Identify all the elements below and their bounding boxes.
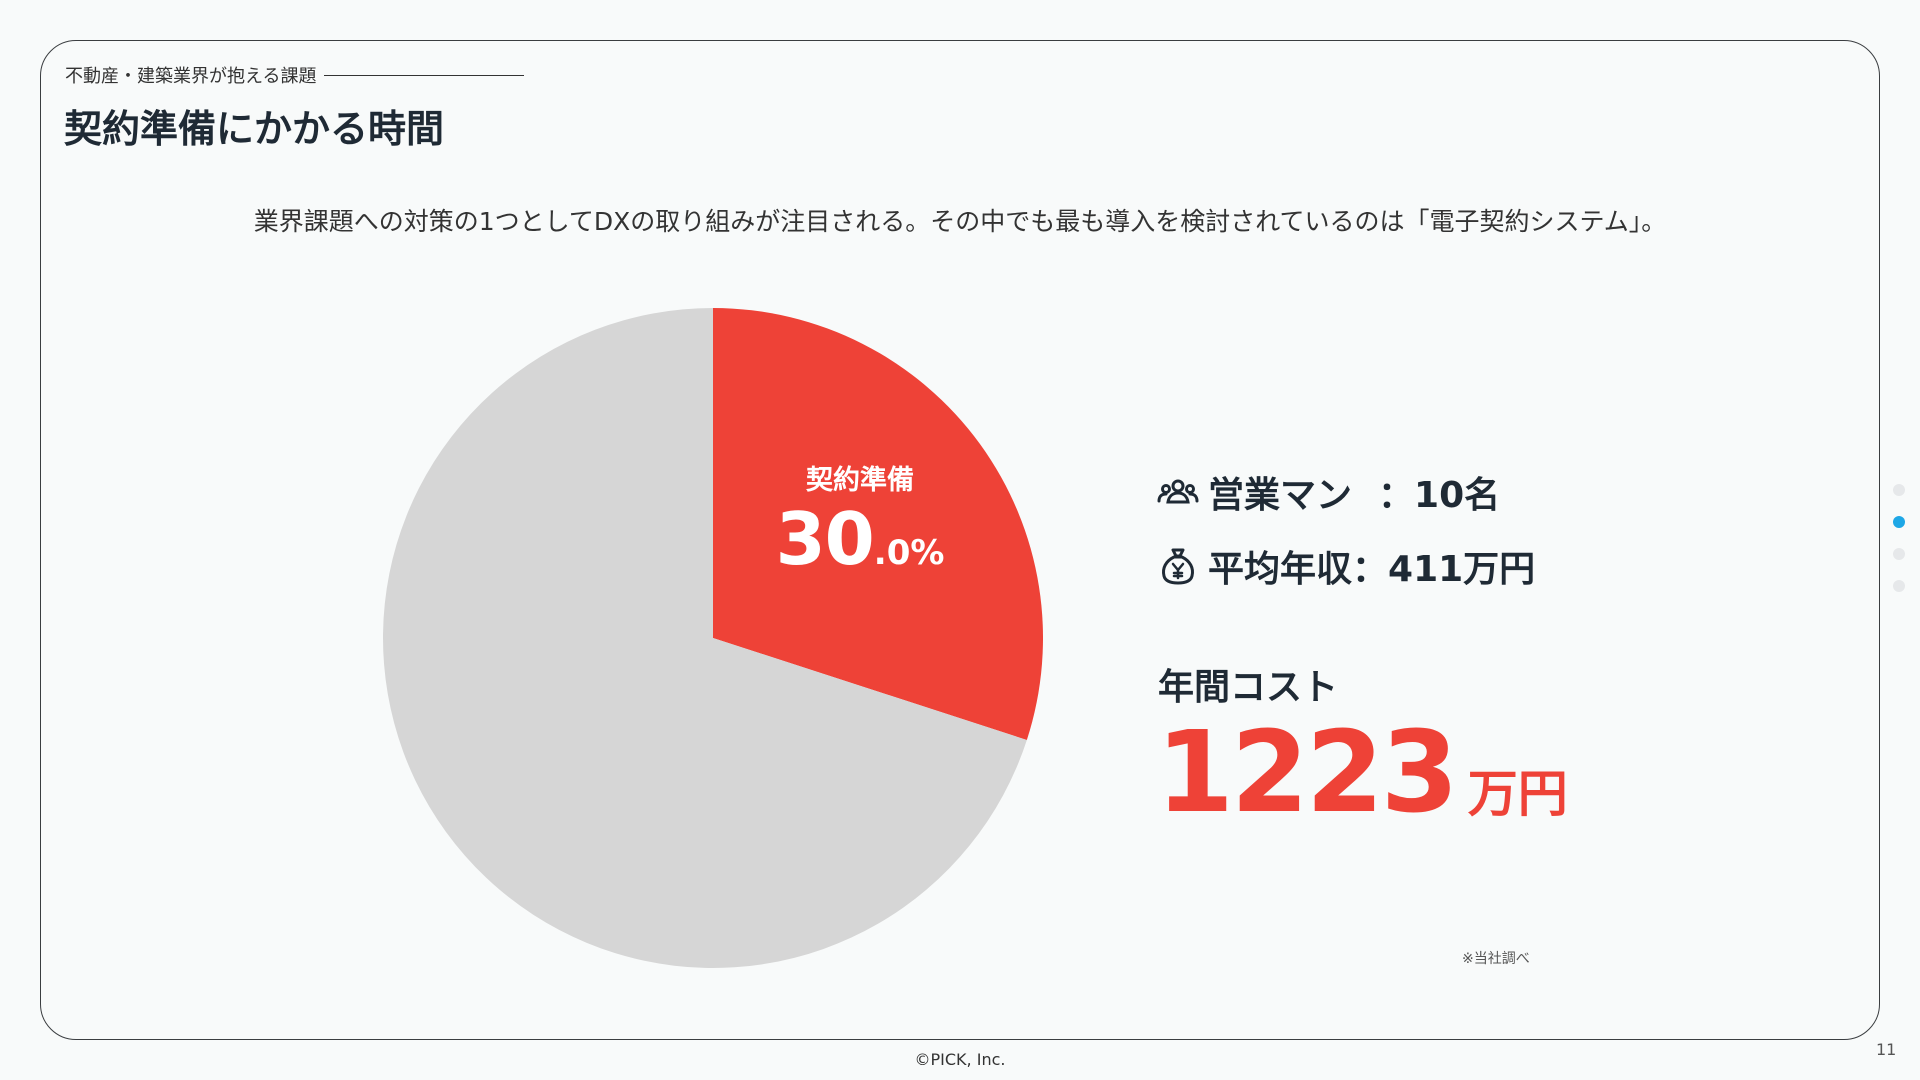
pie-label-category: 契約準備 — [806, 465, 914, 496]
stat-income-value: ：411万円 — [1352, 549, 1536, 590]
copyright: ©PICK, Inc. — [914, 1050, 1006, 1069]
slide-nav-dot-2[interactable] — [1893, 516, 1905, 528]
page-number: 11 — [1876, 1040, 1897, 1059]
stats-block: 営業マン ：10名 平均年収 ：411万円 — [1156, 462, 1535, 610]
section-divider — [324, 74, 525, 76]
slide-nav-dot-1[interactable] — [1893, 484, 1905, 496]
slide-nav-dot-3[interactable] — [1893, 548, 1905, 560]
slide-nav-dot-4[interactable] — [1893, 580, 1905, 592]
annual-cost-unit: 万円 — [1467, 765, 1568, 823]
section-label: 不動産・建築業界が抱える課題 — [65, 62, 525, 88]
pie-slice-2 — [382, 308, 1027, 968]
slide-nav-dots — [1893, 484, 1905, 612]
people-icon — [1157, 479, 1199, 504]
source-note: ※当社調べ — [1462, 951, 1530, 967]
stat-sales: 営業マン ：10名 — [1156, 462, 1535, 522]
pie-label-percent-int: 30 — [775, 497, 875, 581]
section-label-text: 不動産・建築業界が抱える課題 — [65, 66, 317, 87]
pie-slice-1 — [713, 308, 1043, 740]
pie-chart — [382, 308, 1043, 968]
page-title: 契約準備にかかる時間 — [64, 107, 445, 151]
annual-cost-label: 年間コスト — [1158, 667, 1339, 708]
stat-sales-value: ：10名 — [1378, 475, 1501, 516]
money-bag-yen-icon — [1162, 548, 1194, 585]
stat-income-label: 平均年収 — [1208, 549, 1353, 590]
stat-income: 平均年収 ：411万円 — [1156, 536, 1535, 596]
pie-label-percent-dec: .0% — [873, 533, 945, 573]
pie-data-label: 契約準備 30.0% — [760, 458, 960, 581]
annual-cost-value: 1223 万円 — [1156, 708, 1568, 838]
annual-cost-number: 1223 — [1156, 708, 1459, 838]
stat-sales-label: 営業マン — [1208, 475, 1353, 516]
lead-text: 業界課題への対策の1つとしてDXの取り組みが注目される。その中でも最も導入を検討… — [253, 207, 1667, 236]
pie-label-percent: 30.0% — [760, 497, 960, 581]
slide-frame — [40, 40, 1880, 1040]
